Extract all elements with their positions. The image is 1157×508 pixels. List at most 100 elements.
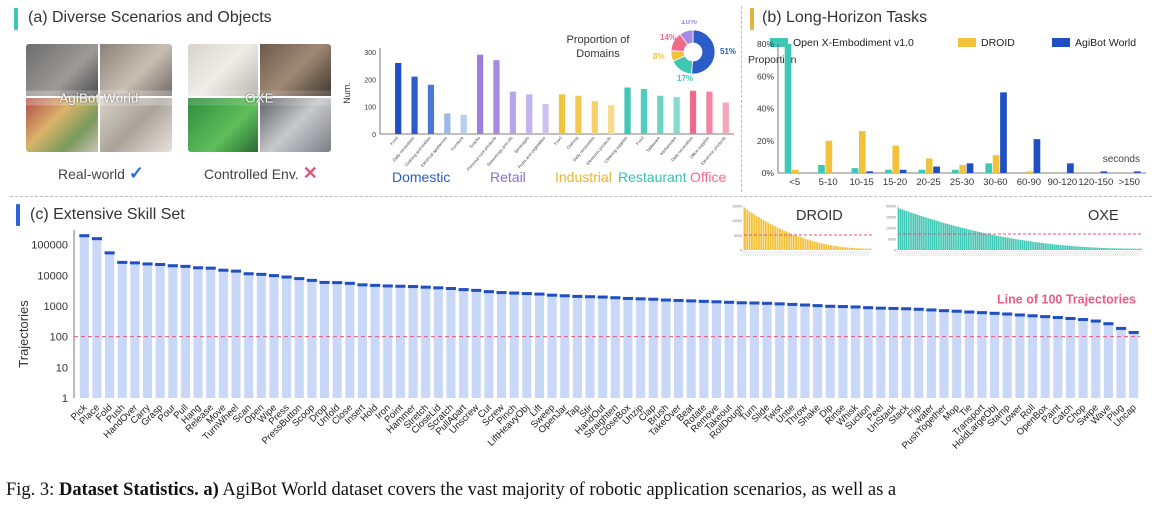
skill-bar-cap (799, 303, 811, 307)
inset-bar (948, 224, 951, 250)
inset-bar (898, 208, 900, 250)
inset-x-tick (1095, 250, 1099, 257)
inset-x-tick (773, 250, 777, 257)
inset-x-tick (1037, 250, 1041, 257)
inset-bar (1050, 243, 1052, 250)
real-world-text: Real-world (58, 166, 125, 182)
inset-x-tick (1003, 250, 1007, 257)
inset-x-tick (1041, 250, 1045, 257)
inset-bar (999, 236, 1001, 250)
skill-bar (952, 310, 962, 398)
donut-slice (691, 29, 716, 75)
domain-bar (395, 62, 402, 134)
inset-x-tick (796, 250, 800, 257)
caption-prefix: Fig. 3: (6, 480, 59, 500)
inset-x-tick (1046, 250, 1051, 257)
horizon-bar (925, 158, 933, 173)
inset-x-tick (785, 250, 789, 257)
inset-x-tick (932, 250, 936, 257)
skill-trajectories-chart: 110100100010000100000TrajectoriesPickPla… (16, 230, 1140, 452)
skill-bar (1002, 313, 1012, 398)
skill-bar (92, 238, 102, 398)
domain-x-tick: Clothing (565, 135, 579, 150)
domain-bar (460, 114, 467, 134)
skill-bar-cap (407, 285, 419, 289)
skill-bar (914, 308, 924, 398)
inset-x-tick (1054, 250, 1058, 257)
inset-bar (926, 217, 928, 250)
inset-x-tick (1011, 250, 1015, 257)
inset-bar (858, 248, 860, 250)
skill-bar-cap (1040, 315, 1051, 319)
inset-bar (785, 231, 788, 250)
controlled-env-label: Controlled Env. ✕ (204, 163, 318, 184)
inset-x-tick (1112, 250, 1116, 257)
skill-bar-cap (129, 261, 140, 265)
inset-x-tick (904, 250, 908, 257)
inset-x-tick (775, 250, 780, 257)
inset-x-tick (750, 250, 754, 257)
skill-bar (888, 308, 899, 398)
inset-x-tick (850, 250, 854, 257)
inset-bar (1072, 246, 1075, 250)
skill-bar-cap (850, 305, 861, 309)
inset-x-tick (971, 250, 976, 257)
domain-bar (542, 103, 549, 134)
inset-bar (795, 235, 798, 250)
horizon-bar (784, 44, 792, 173)
donut-slice-label: 10% (681, 20, 697, 26)
inset-y-tick: 0 (894, 249, 896, 253)
inset-bar (1115, 248, 1118, 250)
skill-bar-cap (812, 304, 823, 308)
donut-slice-label: 51% (720, 47, 736, 56)
skill-bar-cap (294, 277, 305, 281)
skill-bar-cap (79, 234, 90, 238)
inset-bar (1042, 243, 1045, 250)
skill-bar-cap (218, 268, 229, 272)
inset-bar (1100, 247, 1103, 250)
inset-x-tick (1030, 250, 1034, 257)
donut-slice-label: 17% (677, 74, 693, 83)
domain-bar (689, 90, 697, 134)
inset-bar (946, 223, 949, 250)
inset-bar (776, 227, 779, 250)
inset-x-tick (979, 250, 983, 257)
inset-x-tick (1101, 250, 1105, 257)
inset-bar (1098, 247, 1101, 250)
skill-bar (964, 311, 974, 398)
skill-bar-cap (1078, 318, 1089, 322)
section-c-title: (c) Extensive Skill Set (30, 206, 185, 223)
inset-bar (1029, 241, 1031, 250)
inset-bar (1081, 246, 1084, 250)
skill-bar-cap (1002, 312, 1013, 316)
skill-bar (1040, 316, 1050, 398)
inset-bar (792, 234, 795, 250)
skill-bar-cap (1052, 316, 1063, 320)
inset-bar (744, 208, 746, 250)
horizon-bar (825, 140, 833, 173)
inset-bar (1106, 248, 1108, 250)
inset-x-tick (1069, 250, 1073, 257)
inset-x-tick (990, 250, 994, 257)
skill-bar (244, 273, 254, 398)
inset-x-tick (771, 250, 775, 257)
inset-x-tick (1125, 250, 1129, 257)
skill-bar-cap (660, 298, 671, 302)
skill-bar-cap (332, 281, 343, 285)
inset-bar (1089, 247, 1091, 250)
inset-x-tick (747, 250, 752, 257)
skill-bar-cap (496, 291, 507, 295)
skill-bar-cap (382, 284, 393, 288)
inset-x-tick (1014, 250, 1019, 257)
inset-x-tick (1121, 250, 1126, 257)
skill-bar-cap (736, 301, 747, 305)
inset-x-tick (801, 250, 805, 257)
inset-x-tick (831, 250, 835, 257)
inset-x-tick (1052, 250, 1056, 257)
skill-bar-cap (863, 306, 874, 310)
inset-x-tick (966, 250, 970, 257)
inset-bar (937, 221, 939, 250)
panel-divider-vertical (741, 6, 742, 192)
inset-bar (950, 224, 953, 250)
inset-bar (1070, 245, 1073, 250)
